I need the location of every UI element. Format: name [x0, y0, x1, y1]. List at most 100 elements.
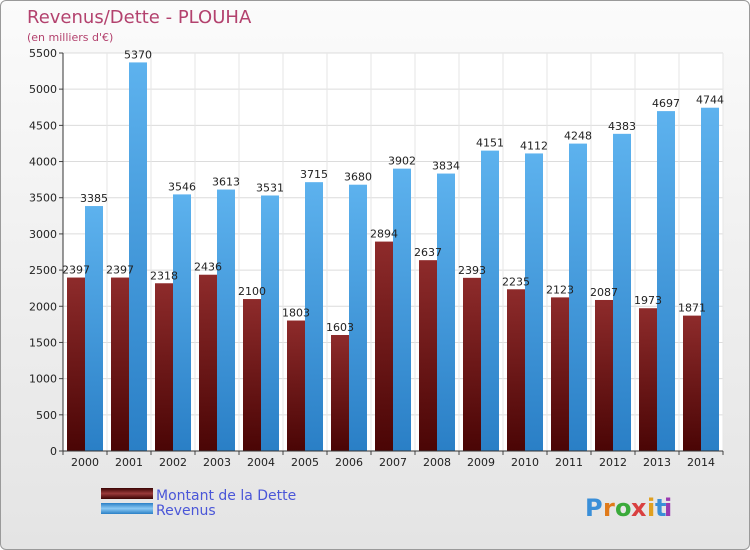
bar-dette [463, 277, 481, 451]
data-label: 3531 [256, 181, 284, 194]
chart-title: Revenus/Dette - PLOUHA [27, 7, 252, 28]
data-label: 4744 [696, 94, 724, 107]
data-label: 2436 [194, 261, 222, 274]
bar-dette [111, 277, 129, 451]
legend-swatch-revenus [101, 503, 153, 514]
bar-revenus [613, 133, 631, 451]
bar-dette [331, 335, 349, 451]
data-label: 2100 [238, 285, 266, 298]
data-label: 4697 [652, 97, 680, 110]
axes: 0 500 1000 1500 2000 2500 3000 3500 4000 4500 5000… [29, 47, 724, 469]
y-tick-label: 3000 [29, 228, 57, 241]
bar-dette [551, 297, 569, 451]
x-tick-label: 2001 [115, 456, 143, 469]
bar-revenus [393, 168, 411, 451]
logo-letter: r [603, 494, 615, 522]
data-label: 3834 [432, 160, 460, 173]
data-label: 3546 [168, 180, 196, 193]
bar-revenus [305, 182, 323, 451]
data-label: 1973 [634, 294, 662, 307]
bar-revenus [261, 195, 279, 451]
bar-revenus [217, 189, 235, 452]
x-tick-label: 2010 [511, 456, 539, 469]
bar-dette [419, 260, 437, 451]
chart-subtitle: (en milliers d'€) [27, 31, 113, 44]
x-tick-label: 2009 [467, 456, 495, 469]
bar-revenus [85, 206, 103, 451]
data-label: 3385 [80, 192, 108, 205]
x-tick-label: 2011 [555, 456, 583, 469]
y-tick-label: 2500 [29, 264, 57, 277]
y-tick-label: 4000 [29, 156, 57, 169]
data-label: 2393 [458, 264, 486, 277]
bar-revenus [657, 111, 675, 451]
data-label: 2087 [590, 286, 618, 299]
bar-dette [199, 274, 217, 451]
x-tick-label: 2002 [159, 456, 187, 469]
bar-revenus [569, 143, 587, 451]
data-label: 1871 [678, 302, 706, 315]
x-tick-label: 2003 [203, 456, 231, 469]
logo-letter: P [585, 494, 603, 522]
x-tick-label: 2004 [247, 456, 275, 469]
data-label: 3680 [344, 171, 372, 184]
legend-label-revenus: Revenus [156, 503, 216, 519]
x-tick-label: 2013 [643, 456, 671, 469]
x-tick-label: 2000 [71, 456, 99, 469]
data-label: 2318 [150, 269, 178, 282]
data-label: 2397 [106, 264, 134, 277]
x-tick-label: 2012 [599, 456, 627, 469]
bar-revenus [437, 173, 455, 452]
bar-dette [67, 277, 85, 451]
legend-label-debt: Montant de la Dette [156, 488, 296, 504]
bars [67, 62, 719, 452]
y-tick-label: 2000 [29, 300, 57, 313]
bar-dette [243, 299, 261, 451]
x-tick-label: 2014 [687, 456, 715, 469]
y-tick-label: 5000 [29, 83, 57, 96]
y-tick-label: 1500 [29, 336, 57, 349]
y-tick-label: 1000 [29, 373, 57, 386]
bar-revenus [701, 107, 719, 451]
logo-letter: o [615, 494, 632, 522]
data-label: 1603 [326, 321, 354, 334]
data-label: 3902 [388, 155, 416, 168]
bar-revenus [349, 184, 367, 451]
data-label: 3715 [300, 168, 328, 181]
y-tick-label: 3500 [29, 192, 57, 205]
logo-letter: i [647, 494, 655, 522]
bar-revenus [129, 62, 147, 451]
legend-swatch-debt [101, 488, 153, 499]
data-label: 4112 [520, 139, 548, 152]
bar-revenus [481, 150, 499, 452]
y-tick-label: 4500 [29, 119, 57, 132]
data-label: 2894 [370, 228, 398, 241]
data-label: 1803 [282, 307, 310, 320]
y-tick-label: 5500 [29, 47, 57, 60]
bar-dette [507, 289, 525, 451]
x-tick-label: 2007 [379, 456, 407, 469]
data-label: 2235 [502, 275, 530, 288]
data-label: 4151 [476, 137, 504, 150]
data-label: 5370 [124, 48, 152, 61]
logo-letter: i [664, 494, 672, 522]
bar-dette [639, 308, 657, 451]
data-label: 2637 [414, 246, 442, 259]
bar-dette [375, 241, 393, 451]
y-tick-label: 500 [36, 409, 57, 422]
bar-revenus [525, 153, 543, 451]
data-label: 4383 [608, 120, 636, 133]
data-label: 3613 [212, 176, 240, 189]
data-label: 2397 [62, 264, 90, 277]
bar-revenus [173, 194, 191, 451]
x-tick-label: 2005 [291, 456, 319, 469]
logo-letter: t [655, 494, 666, 522]
data-labels: 2397 3385 2397 5370 2318 3546 2436 3613 2100 3531… [62, 48, 724, 334]
bar-dette [595, 299, 613, 451]
bar-dette [287, 320, 305, 451]
bar-dette [683, 315, 701, 451]
data-label: 4248 [564, 130, 592, 143]
